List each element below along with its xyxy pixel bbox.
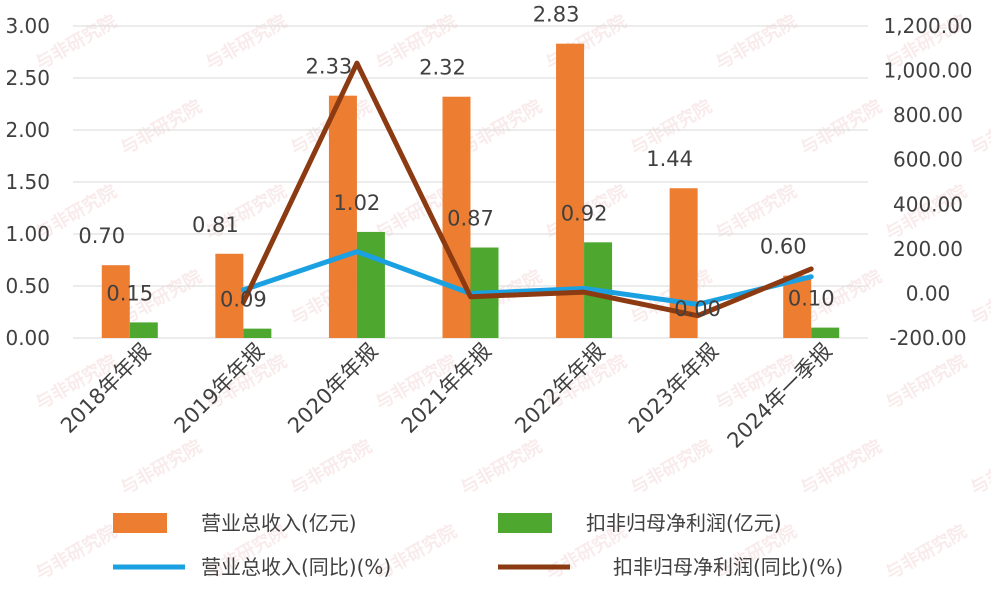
watermark-text: 与非研究院 (117, 435, 206, 499)
category-label: 2020年年报 (283, 339, 382, 438)
legend-swatch (113, 513, 167, 533)
data-label: 2.32 (419, 56, 466, 80)
watermark-text: 与非研究院 (967, 265, 991, 329)
y-axis-left: 3.00 2.50 2.00 1.50 1.00 0.50 0.00 (5, 14, 50, 350)
y-axis-right: 1,200.00 1,000.00 800.00 600.00 400.00 200.00… (883, 14, 972, 350)
watermark-text: 与非研究院 (32, 520, 121, 584)
data-label: 0.10 (788, 287, 835, 311)
lines (240, 60, 814, 319)
y-right-tick-label: -200.00 (889, 326, 966, 350)
y-left-tick-label: 0.00 (5, 326, 50, 350)
category-label: 2023年年报 (624, 339, 723, 438)
y-right-tick-label: 0.00 (906, 281, 951, 305)
bar (215, 253, 244, 338)
y-left-tick-label: 0.50 (5, 274, 50, 298)
watermark-text: 与非研究院 (117, 95, 206, 159)
watermark-text: 与非研究院 (202, 10, 291, 74)
data-label: 0.92 (561, 201, 608, 225)
y-right-tick-label: 1,200.00 (883, 14, 972, 38)
data-labels: 0.70 0.81 2.33 2.32 2.83 1.44 0.60 0.15 0.09 1.02… (78, 3, 834, 321)
watermark-text: 与非研究院 (967, 95, 991, 159)
y-right-tick-label: 600.00 (893, 148, 963, 172)
series-line (240, 249, 814, 307)
legend-label: 营业总收入(亿元) (201, 511, 357, 535)
data-label: 0.81 (192, 213, 239, 237)
series-line (240, 60, 814, 319)
watermark-text: 与非研究院 (457, 435, 546, 499)
watermark-text: 与非研究院 (627, 435, 716, 499)
data-label: 1.44 (646, 147, 693, 171)
data-label: 2.83 (533, 3, 580, 27)
y-right-tick-label: 1,000.00 (883, 59, 972, 83)
y-left-tick-label: 1.50 (5, 170, 50, 194)
bar (328, 95, 357, 339)
legend-label: 扣非归母净利润(亿元) (586, 511, 782, 535)
data-label: 0.60 (760, 235, 807, 259)
data-label: 0.87 (447, 207, 494, 231)
legend-swatch (498, 513, 552, 533)
watermark-text: 与非研究院 (797, 95, 886, 159)
legend-label: 营业总收入(同比)(%) (201, 555, 391, 579)
watermark-text: 与非研究院 (882, 520, 971, 584)
bar (356, 231, 385, 338)
bar (243, 328, 272, 338)
bar (811, 327, 840, 338)
watermark-text: 与非研究院 (287, 435, 376, 499)
y-left-tick-label: 1.00 (5, 222, 50, 246)
legend-label: 扣非归母净利润(同比)(%) (613, 555, 843, 579)
legend: 营业总收入(亿元) 扣非归母净利润(亿元) 营业总收入(同比)(%) 扣非归母净利润(… (113, 511, 843, 579)
y-right-tick-label: 400.00 (893, 192, 963, 216)
data-label: 2.33 (306, 55, 353, 79)
y-left-tick-label: 2.50 (5, 66, 50, 90)
data-label: 0.09 (220, 288, 267, 312)
y-left-tick-label: 3.00 (5, 14, 50, 38)
watermark-text: 与非研究院 (797, 435, 886, 499)
bar (101, 265, 130, 338)
y-left-tick-label: 2.00 (5, 118, 50, 142)
watermark-text: 与非研究院 (712, 10, 801, 74)
bar (783, 275, 812, 338)
watermark-text: 与非研究院 (882, 350, 971, 414)
data-label: 1.02 (334, 191, 381, 215)
y-right-tick-label: 200.00 (893, 237, 963, 261)
data-label: 0.00 (674, 297, 721, 321)
data-label: 0.15 (106, 281, 153, 305)
bar (129, 322, 158, 338)
watermark-text: 与非研究院 (967, 435, 991, 499)
y-right-tick-label: 800.00 (893, 103, 963, 127)
bar (442, 96, 471, 338)
data-label: 0.70 (78, 224, 125, 248)
